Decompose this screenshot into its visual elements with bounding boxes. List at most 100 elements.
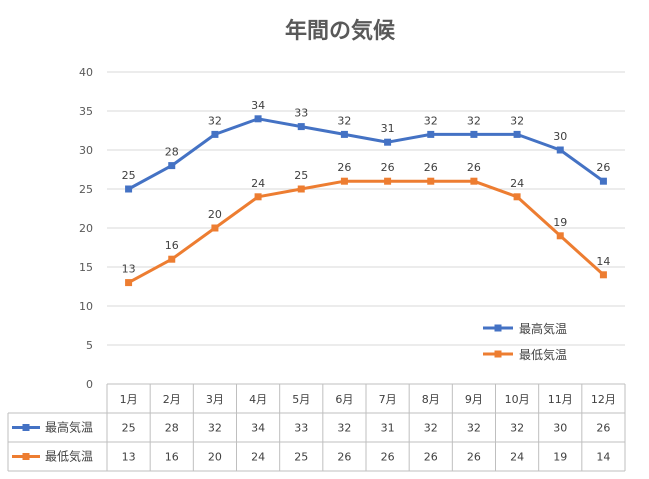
table-cell: 32: [510, 422, 524, 435]
table-cell: 26: [337, 451, 351, 464]
table-cell: 16: [165, 451, 179, 464]
gridlines: [107, 71, 625, 385]
table-cell: 32: [337, 422, 351, 435]
table-cell: 26: [381, 451, 395, 464]
y-tick-label: 20: [79, 222, 93, 235]
table-cell: 25: [122, 422, 136, 435]
data-point: [211, 130, 219, 138]
y-tick-label: 30: [79, 144, 93, 157]
data-point: [599, 271, 607, 279]
table-cell: 14: [596, 451, 610, 464]
data-labels: 25 28 32 34 33 32 31 32 32 32 30 26 13 16 20 24 25 26 26 26…: [122, 99, 611, 276]
data-point: [513, 130, 521, 138]
data-point: [168, 255, 176, 263]
table-series-name: 最高気温: [45, 420, 93, 435]
data-point: [427, 130, 435, 138]
table-legend-marker-icon: [22, 424, 30, 431]
y-tick-label: 5: [86, 339, 93, 352]
data-point: [340, 177, 348, 185]
table-cell: 25: [294, 451, 308, 464]
data-label: 16: [165, 239, 179, 252]
table-header-cell: 5月: [292, 393, 310, 406]
series-line-2: [127, 179, 605, 284]
legend-label: 最高気温: [519, 321, 567, 336]
data-label: 26: [596, 161, 610, 174]
data-point: [470, 177, 478, 185]
table-header-cell: 2月: [163, 393, 181, 406]
data-label: 24: [251, 177, 265, 190]
data-point: [125, 279, 133, 287]
series-layer: [125, 115, 607, 287]
data-label: 20: [208, 208, 222, 221]
data-label: 26: [337, 161, 351, 174]
data-point: [297, 185, 305, 193]
data-label: 32: [424, 114, 438, 127]
table-cell: 30: [553, 422, 567, 435]
data-point: [297, 123, 305, 131]
data-point: [340, 130, 348, 138]
legend-marker-icon: [494, 350, 502, 358]
data-label: 26: [467, 161, 481, 174]
table-cell: 19: [553, 451, 567, 464]
table-header-cell: 3月: [206, 393, 224, 406]
table-cell: 28: [165, 422, 179, 435]
table-cell: 33: [294, 422, 308, 435]
y-tick-label: 40: [79, 66, 93, 79]
series-line-1: [127, 117, 605, 191]
table-legend-marker-icon: [22, 453, 30, 460]
table-cell: 20: [208, 451, 222, 464]
data-label: 33: [294, 107, 308, 120]
data-label: 28: [165, 146, 179, 159]
data-label: 19: [553, 216, 567, 229]
table-header-cell: 6月: [335, 393, 353, 406]
table-header-cell: 7月: [379, 393, 397, 406]
data-label: 26: [381, 161, 395, 174]
table-cell: 31: [381, 422, 395, 435]
table-cell: 26: [467, 451, 481, 464]
data-point: [168, 162, 176, 170]
table-header-cell: 9月: [465, 393, 483, 406]
data-label: 32: [337, 114, 351, 127]
table-cell: 32: [208, 422, 222, 435]
table-cell: 34: [251, 422, 265, 435]
table-cell: 32: [424, 422, 438, 435]
data-point: [427, 177, 435, 185]
table-cell: 26: [596, 422, 610, 435]
table-header-cell: 1月: [120, 393, 138, 406]
y-tick-label: 35: [79, 105, 93, 118]
data-point: [556, 146, 564, 154]
legend-marker-icon: [494, 324, 502, 332]
data-label: 24: [510, 177, 524, 190]
table-header-cell: 11月: [548, 393, 573, 406]
data-label: 31: [381, 122, 395, 135]
data-label: 13: [122, 263, 136, 276]
table-cell: 32: [467, 422, 481, 435]
data-label: 34: [251, 99, 265, 112]
y-tick-label: 0: [86, 378, 93, 391]
data-label: 30: [553, 130, 567, 143]
data-label: 32: [208, 114, 222, 127]
data-point: [254, 193, 262, 201]
legend-label: 最低気温: [519, 347, 567, 362]
data-label: 14: [596, 255, 610, 268]
data-point: [211, 224, 219, 232]
data-point: [470, 130, 478, 138]
data-point: [513, 193, 521, 201]
y-tick-label: 10: [79, 300, 93, 313]
data-point: [384, 177, 392, 185]
data-label: 26: [424, 161, 438, 174]
data-label: 25: [122, 169, 136, 182]
table-header-cell: 10月: [505, 393, 530, 406]
table-header-cell: 4月: [249, 393, 267, 406]
data-point: [125, 185, 133, 193]
data-point: [556, 232, 564, 240]
table-header-cell: 12月: [591, 393, 616, 406]
chart-title: 年間の気候: [285, 18, 396, 44]
data-label: 25: [294, 169, 308, 182]
y-tick-label: 15: [79, 261, 93, 274]
y-axis: 0 5 10 15 20 25 30 35 40: [79, 66, 93, 391]
table-header-cell: 8月: [422, 393, 440, 406]
